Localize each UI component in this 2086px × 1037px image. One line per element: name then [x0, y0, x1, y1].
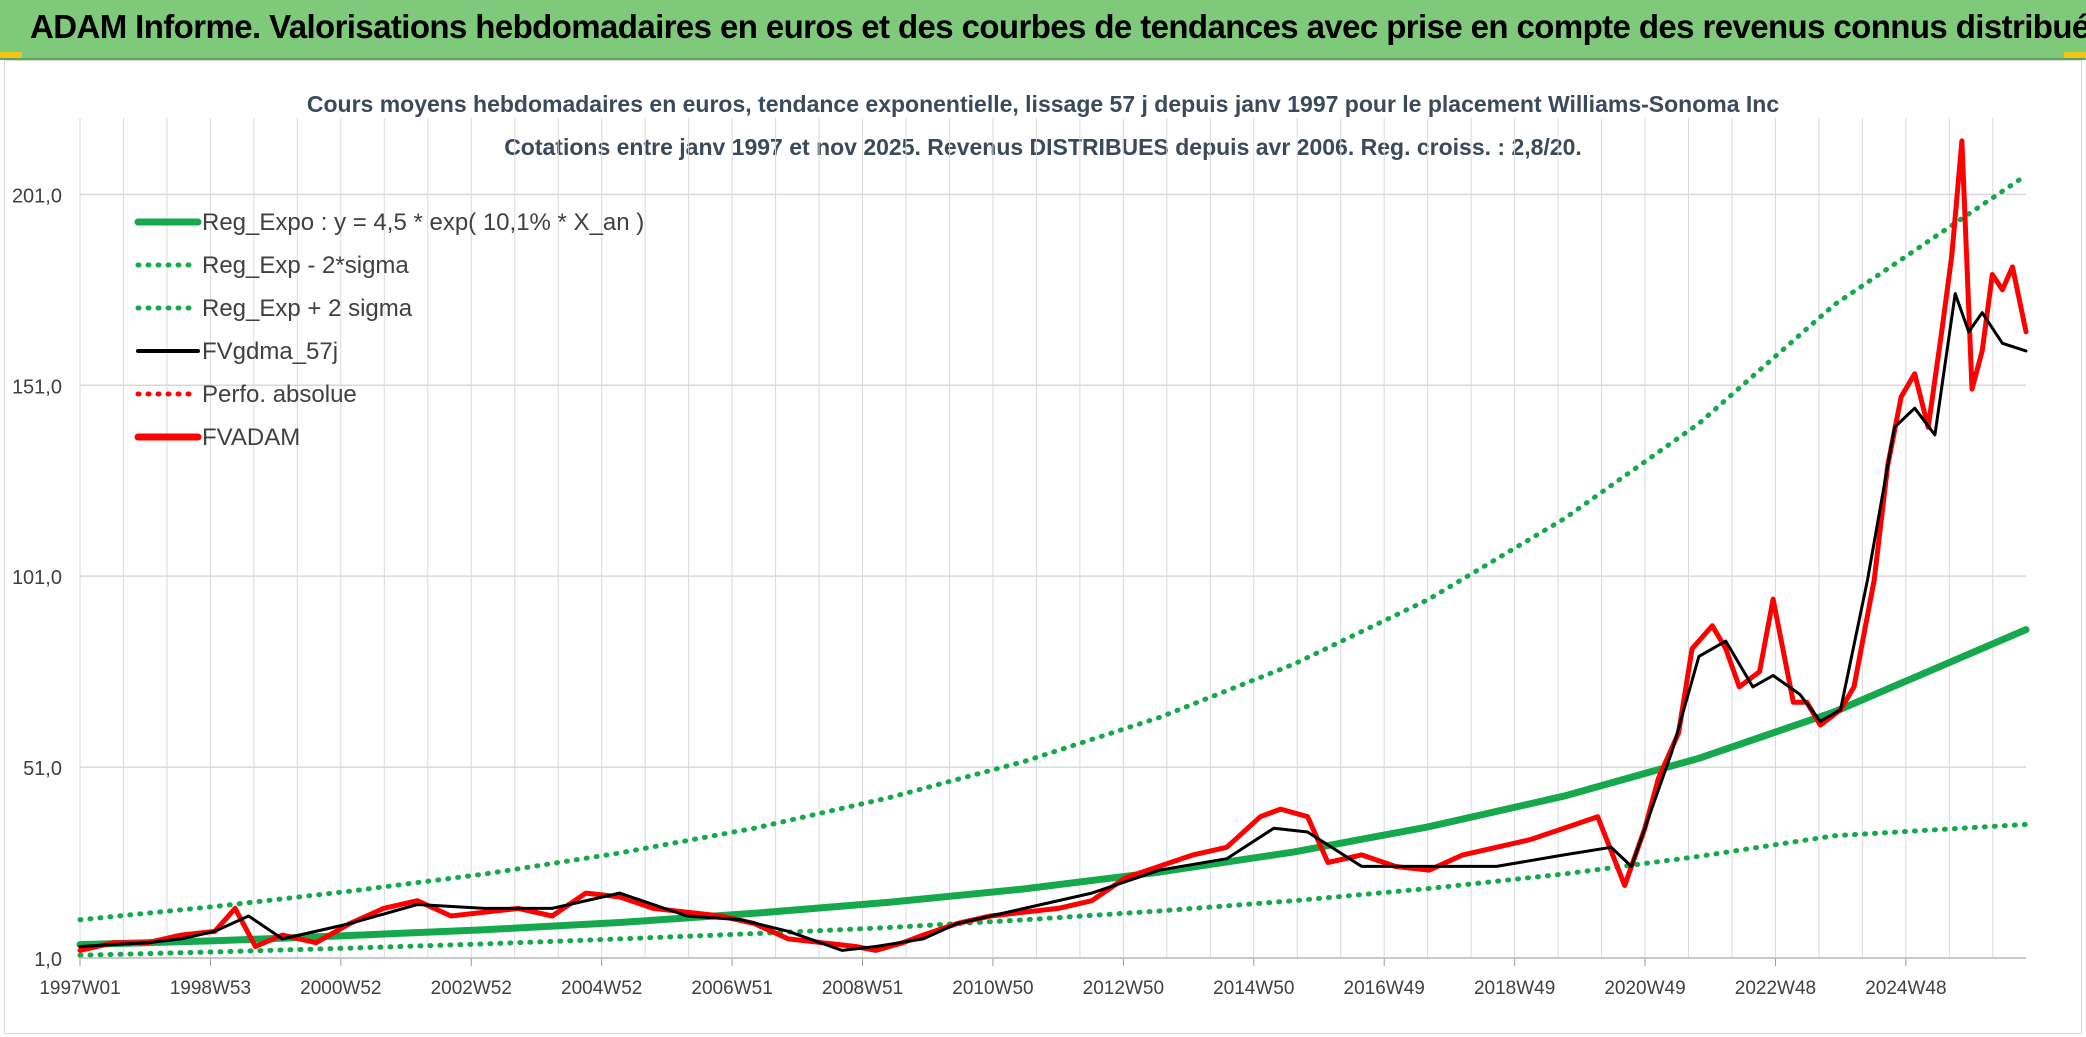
x-tick-label: 2022W48	[1735, 978, 1816, 999]
legend-label: Reg_Expo : y = 4,5 * exp( 10,1% * X_an )	[202, 209, 644, 236]
y-tick-label: 151,0	[12, 376, 62, 398]
x-tick-label: 2024W48	[1865, 978, 1946, 999]
axis-layer: 1,0 51,0 101,0 151,0 201,0 1997W01 1998W53 2000…	[12, 185, 2026, 999]
y-tick-label: 101,0	[12, 567, 62, 589]
legend-label: FVgdma_57j	[202, 338, 338, 365]
x-tick-label: 2010W50	[952, 978, 1033, 999]
corner-mark-left	[0, 52, 22, 58]
chart-frame	[4, 60, 2082, 1034]
x-tick-label: 2002W52	[431, 978, 512, 999]
legend-label: Reg_Exp - 2*sigma	[202, 252, 409, 279]
x-tick-label: 2000W52	[300, 978, 381, 999]
header-bar: ADAM Informe. Valorisations hebdomadaire…	[0, 0, 2086, 60]
series-fvgdma	[78, 292, 2028, 952]
x-tick-label: 2020W49	[1604, 978, 1685, 999]
x-tick-label: 2008W51	[822, 978, 903, 999]
series-reg-plus	[77, 172, 2029, 923]
x-tick-label: 2014W50	[1213, 978, 1294, 999]
x-tick-label: 1998W53	[170, 978, 251, 999]
x-tick-label: 2016W49	[1344, 978, 1425, 999]
x-tick-label: 2012W50	[1083, 978, 1164, 999]
corner-mark-right	[2064, 52, 2086, 58]
legend: Reg_Expo : y = 4,5 * exp( 10,1% * X_an )…	[134, 209, 644, 451]
legend-label: Reg_Exp + 2 sigma	[202, 295, 413, 322]
series-layer	[76, 138, 2030, 958]
page-title: ADAM Informe. Valorisations hebdomadaire…	[30, 8, 2086, 45]
grid-layer	[79, 118, 2026, 959]
y-tick-label: 51,0	[23, 758, 62, 780]
chart-title: Cours moyens hebdomadaires en euros, ten…	[307, 91, 1779, 117]
legend-label: FVADAM	[202, 424, 300, 451]
x-tick-label: 2018W49	[1474, 978, 1555, 999]
legend-label: Perfo. absolue	[202, 381, 357, 408]
y-tick-label: 201,0	[12, 185, 62, 207]
x-tick-label: 2006W51	[691, 978, 772, 999]
x-tick-label: 1997W01	[39, 978, 120, 999]
series-fvadam	[77, 138, 2029, 953]
series-reg-expo	[76, 626, 2030, 949]
y-tick-label: 1,0	[34, 949, 62, 971]
x-tick-label: 2004W52	[561, 978, 642, 999]
chart-subtitle: Cotations entre janv 1997 et nov 2025. R…	[504, 134, 1582, 160]
